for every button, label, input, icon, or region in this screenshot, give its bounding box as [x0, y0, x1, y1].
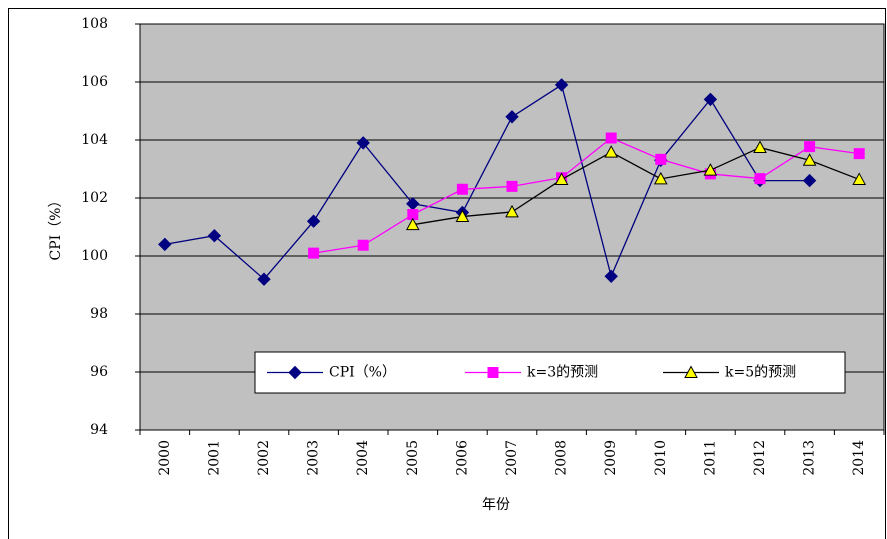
marker [455, 209, 470, 223]
y-tick-label: 108 [81, 16, 108, 32]
marker [684, 365, 698, 378]
marker [308, 247, 320, 259]
marker [604, 145, 619, 158]
x-tick-label: 2013 [802, 440, 818, 476]
legend-label: k=3的预测 [527, 365, 598, 381]
x-tick-label: 2012 [752, 440, 768, 476]
y-tick-label: 98 [90, 306, 108, 322]
x-tick-label: 2002 [256, 440, 272, 476]
marker [158, 237, 172, 252]
marker [604, 269, 618, 284]
x-tick-label: 2007 [504, 440, 520, 476]
series-line [313, 137, 860, 254]
marker [357, 239, 369, 251]
marker [605, 132, 617, 144]
marker [802, 153, 817, 166]
chart-frame [8, 8, 886, 539]
x-axis-label: 年份 [482, 497, 510, 513]
marker [306, 214, 321, 228]
y-tick-label: 96 [90, 364, 108, 380]
y-tick-label: 104 [81, 132, 108, 148]
marker [456, 183, 468, 195]
y-tick-label: 106 [81, 74, 108, 90]
x-tick-label: 2008 [554, 440, 570, 476]
marker [407, 209, 419, 221]
x-tick-label: 2001 [206, 440, 222, 476]
marker [288, 365, 302, 380]
marker [853, 148, 865, 160]
x-tick-label: 2009 [603, 440, 619, 476]
marker [703, 92, 718, 107]
y-tick-label: 94 [90, 422, 108, 438]
series-line [164, 83, 810, 281]
marker [703, 163, 718, 176]
y-tick-label: 102 [81, 190, 108, 206]
marker [852, 172, 867, 185]
marker [505, 110, 519, 124]
x-tick-label: 2014 [851, 440, 867, 476]
marker [753, 140, 767, 154]
x-tick-label: 2011 [702, 440, 718, 476]
plot-border [139, 23, 885, 431]
y-tick-label: 100 [81, 248, 108, 264]
marker [554, 172, 569, 185]
marker [802, 173, 817, 188]
x-tick-label: 2006 [454, 440, 470, 476]
x-tick-label: 2004 [355, 440, 371, 476]
x-tick-label: 2000 [157, 440, 173, 476]
marker [356, 136, 370, 150]
marker [505, 204, 519, 218]
x-tick-label: 2003 [306, 440, 322, 476]
y-axis-label: CPI（%） [48, 194, 64, 261]
marker [754, 173, 766, 185]
x-tick-label: 2010 [653, 440, 669, 476]
marker [487, 367, 499, 378]
marker [506, 180, 518, 192]
legend-label: CPI（%） [329, 365, 396, 381]
series-line [412, 146, 860, 226]
marker [804, 141, 816, 153]
marker [405, 217, 420, 231]
marker [655, 153, 667, 165]
marker [653, 171, 668, 185]
marker [257, 272, 271, 286]
legend-box [254, 351, 846, 394]
x-tick-label: 2005 [405, 440, 421, 476]
legend-label: k=5的预测 [725, 365, 796, 381]
marker [207, 228, 222, 243]
marker [554, 78, 569, 92]
